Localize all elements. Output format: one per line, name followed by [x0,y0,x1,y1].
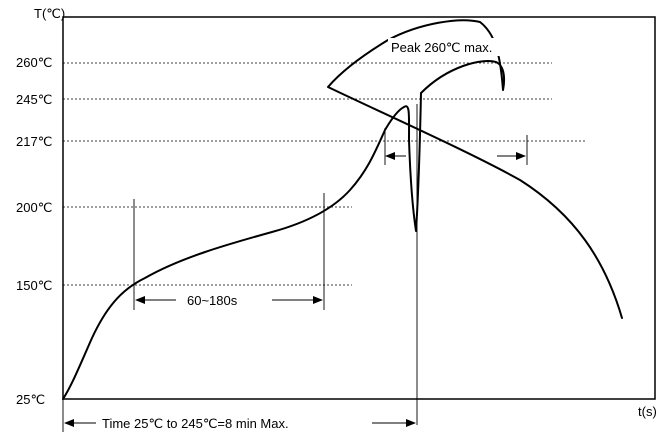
peak-label-background [388,38,536,56]
level-label-25: 25℃ [16,392,45,407]
preheat-label: 60~180s [187,293,238,308]
plot-frame [62,16,656,400]
level-label-245: 245℃ [16,92,52,107]
y-axis-label: T(℃) [34,6,65,21]
level-label-260: 260℃ [16,55,52,70]
x-axis-label: t(s) [638,404,657,419]
peak-label: Peak 260℃ max. [391,40,492,55]
level-label-217: 217℃ [16,134,52,149]
reflow-profile-curve [62,19,623,400]
level-label-200: 200℃ [16,200,52,215]
total-time-label: Time 25℃ to 245℃=8 min Max. [102,416,289,431]
level-label-150: 150℃ [16,278,52,293]
